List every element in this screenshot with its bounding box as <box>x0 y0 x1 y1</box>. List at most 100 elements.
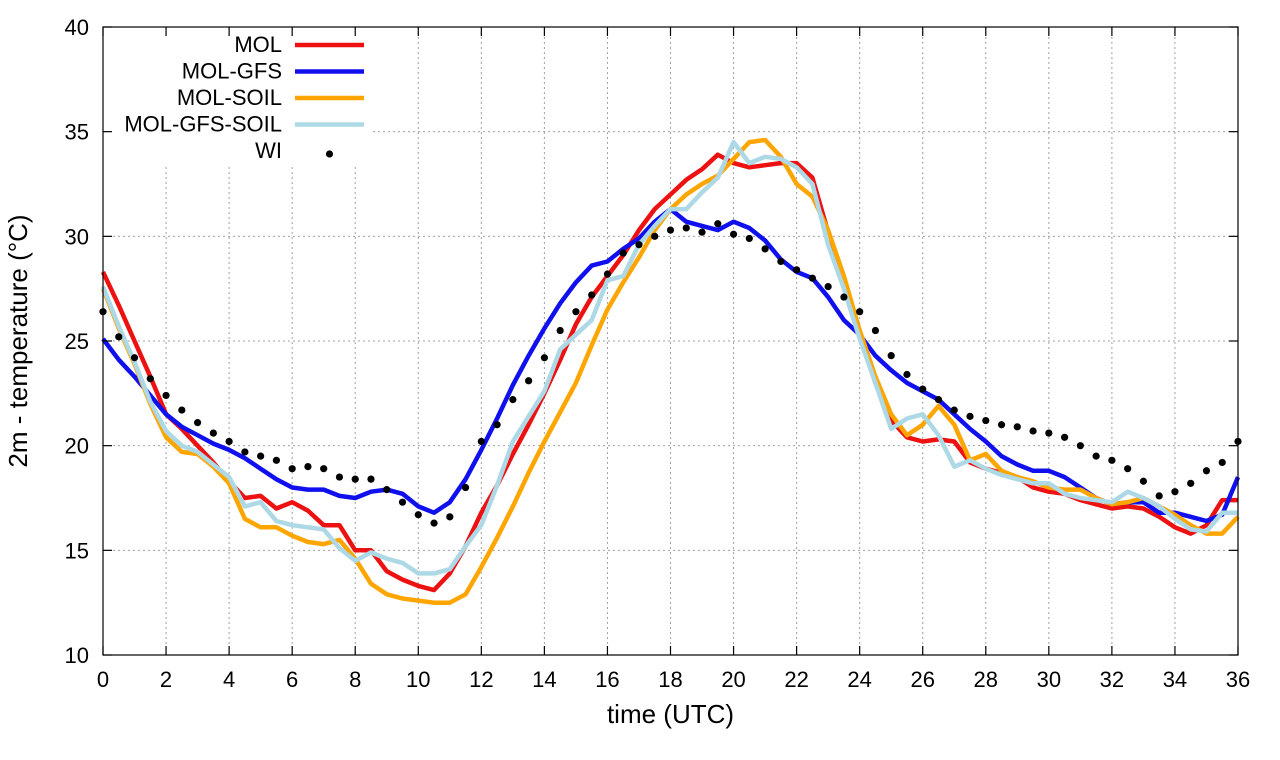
data-point-wi <box>288 465 296 473</box>
data-point-wi <box>1108 456 1116 464</box>
y-tick-label: 10 <box>65 643 89 668</box>
data-point-wi <box>1045 429 1053 437</box>
legend-label-mol-gfs-soil: MOL-GFS-SOIL <box>124 112 282 137</box>
x-tick-label: 2 <box>160 667 172 692</box>
data-point-wi <box>588 291 596 299</box>
data-point-wi <box>808 274 816 282</box>
data-point-wi <box>304 463 312 471</box>
data-point-wi <box>241 448 249 456</box>
data-point-wi <box>351 475 359 483</box>
data-point-wi <box>698 228 706 236</box>
data-point-wi <box>871 326 880 335</box>
data-point-wi <box>887 352 895 360</box>
data-point-wi <box>1124 465 1132 473</box>
data-point-wi <box>777 257 785 266</box>
y-tick-label: 40 <box>65 15 89 40</box>
x-tick-label: 28 <box>974 667 998 692</box>
data-point-wi <box>950 406 958 414</box>
x-tick-label: 6 <box>286 667 298 692</box>
data-point-wi <box>509 396 517 404</box>
data-point-wi <box>745 234 753 243</box>
data-point-wi <box>934 396 943 404</box>
data-point-wi <box>115 333 123 341</box>
data-point-wi <box>383 486 391 494</box>
data-point-wi <box>320 465 328 473</box>
legend-label-mol-gfs: MOL-GFS <box>182 59 282 84</box>
x-tick-label: 34 <box>1163 667 1187 692</box>
data-point-wi <box>997 421 1006 429</box>
y-tick-label: 35 <box>65 120 89 145</box>
data-point-wi <box>1076 442 1084 450</box>
data-point-wi <box>903 370 911 379</box>
data-point-wi <box>146 375 154 383</box>
series-line-mol-gfs-soil <box>100 139 1238 576</box>
data-point-wi <box>1187 479 1195 487</box>
data-point-wi <box>856 308 864 316</box>
data-point-wi <box>1092 452 1100 460</box>
series-layer <box>99 137 1242 605</box>
data-point-wi <box>651 232 659 240</box>
y-tick-label: 15 <box>65 538 89 563</box>
data-point-wi <box>335 473 344 481</box>
data-point-wi <box>966 412 974 420</box>
x-tick-label: 24 <box>847 667 871 692</box>
data-point-wi <box>367 475 375 483</box>
data-point-wi <box>1060 433 1069 441</box>
data-point-wi <box>682 224 690 232</box>
legend-label-wi: WI <box>255 138 282 163</box>
legend-label-mol: MOL <box>234 32 282 57</box>
data-point-wi <box>824 282 832 291</box>
x-tick-label: 22 <box>784 667 808 692</box>
x-tick-label: 0 <box>97 667 109 692</box>
x-tick-label: 36 <box>1226 667 1250 692</box>
data-point-wi <box>603 270 612 278</box>
x-tick-label: 26 <box>910 667 934 692</box>
y-tick-label: 20 <box>65 434 89 459</box>
data-point-wi <box>572 308 580 316</box>
data-point-wi <box>635 241 643 249</box>
data-point-wi <box>272 456 281 464</box>
x-tick-label: 4 <box>223 667 235 692</box>
data-point-wi <box>525 377 533 385</box>
data-point-wi <box>1013 423 1021 431</box>
data-point-wi <box>1202 467 1211 475</box>
data-point-wi <box>556 326 564 335</box>
data-point-wi <box>1218 458 1226 467</box>
data-point-wi <box>461 483 470 492</box>
data-point-wi <box>1155 492 1163 500</box>
data-point-wi <box>477 437 485 446</box>
data-point-wi <box>919 385 927 393</box>
data-point-wi <box>666 226 675 234</box>
x-tick-label: 20 <box>721 667 745 692</box>
data-point-wi <box>162 391 170 400</box>
y-tick-label: 30 <box>65 224 89 249</box>
x-tick-label: 14 <box>532 667 556 692</box>
data-point-wi <box>761 245 769 253</box>
x-tick-label: 16 <box>595 667 619 692</box>
data-point-wi <box>540 354 548 362</box>
data-point-wi <box>493 421 501 429</box>
data-point-wi <box>414 511 422 519</box>
data-point-wi <box>714 220 722 228</box>
data-point-wi <box>840 293 848 301</box>
series-line-mol-gfs <box>101 206 1241 524</box>
x-axis-title: time (UTC) <box>607 699 734 729</box>
series-line-mol <box>100 152 1238 593</box>
data-point-wi <box>619 249 627 257</box>
data-point-wi <box>193 419 202 427</box>
y-axis-title: 2m - temperature (°C) <box>3 214 33 467</box>
data-point-wi <box>1139 477 1148 485</box>
data-point-wi <box>982 416 990 425</box>
data-point-wi <box>257 452 265 460</box>
data-point-wi <box>130 354 139 362</box>
x-tick-label: 12 <box>469 667 493 692</box>
x-tick-label: 10 <box>406 667 430 692</box>
data-point-wi <box>446 513 454 521</box>
data-point-wi <box>398 498 407 506</box>
data-point-wi <box>209 429 217 437</box>
x-tick-label: 8 <box>349 667 361 692</box>
data-point-wi <box>793 266 801 274</box>
data-point-wi <box>178 406 186 414</box>
